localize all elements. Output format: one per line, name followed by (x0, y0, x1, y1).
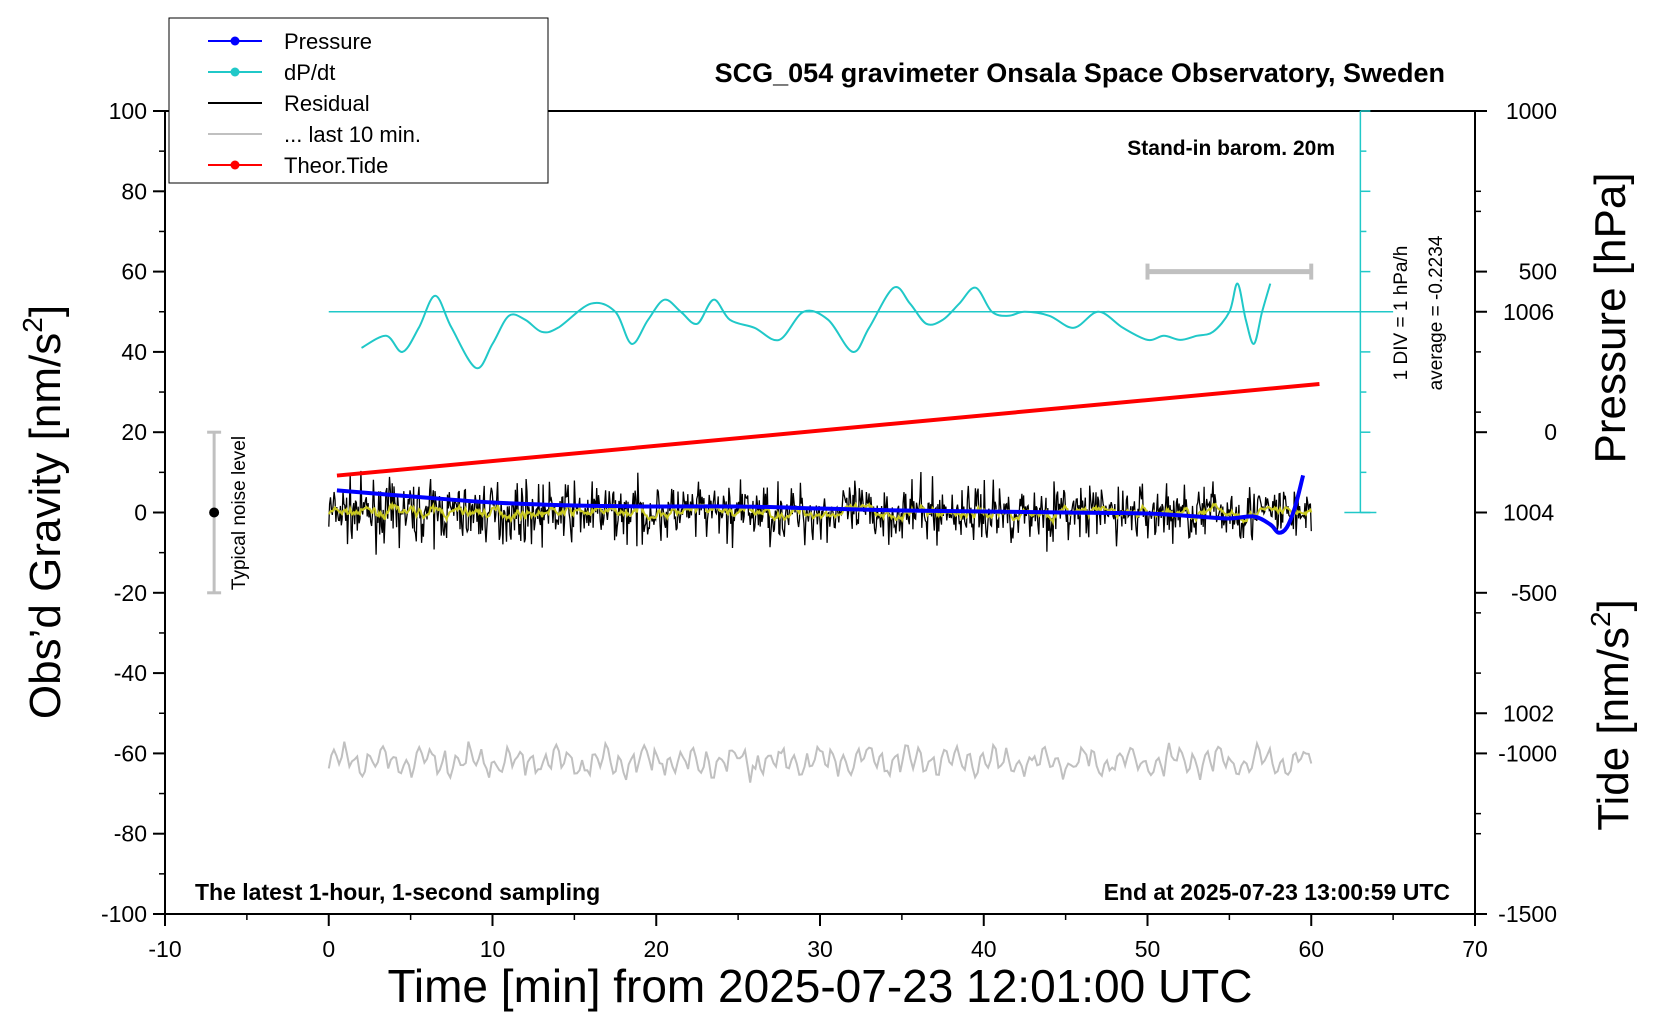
x-axis: -10 0 10 20 30 40 50 60 70 (148, 914, 1488, 962)
legend-label: dP/dt (284, 60, 335, 85)
x-tick-label: 60 (1298, 936, 1324, 962)
legend-label: ... last 10 min. (284, 122, 421, 147)
y-tick-label: -60 (114, 740, 147, 766)
barometer-note: Stand-in barom. 20m (1127, 137, 1335, 160)
end-time-note: End at 2025-07-23 13:00:59 UTC (1104, 879, 1450, 905)
legend: Pressure dP/dt Residual ... last 10 min. The… (168, 17, 549, 184)
tide-tick-label: -500 (1511, 580, 1557, 606)
y-tick-label: 20 (121, 419, 147, 445)
dpdt-series (361, 282, 1272, 370)
legend-swatch-marker (230, 36, 240, 46)
dpdt-line (361, 282, 1272, 370)
chart-title: SCG_054 gravimeter Onsala Space Observat… (715, 58, 1445, 88)
tide-tick-label: 500 (1519, 259, 1557, 285)
legend-box (168, 17, 549, 184)
y-axis-title-pressure: Pressure [hPa] (1586, 172, 1635, 463)
latest-note: The latest 1-hour, 1-second sampling (195, 879, 600, 905)
tide-tick-label: 1000 (1506, 98, 1557, 124)
dpdt-axis (328, 110, 1394, 514)
last-10-min-bar (1145, 263, 1314, 280)
x-tick-label: 50 (1135, 936, 1161, 962)
legend-label: Residual (284, 91, 370, 116)
legend-swatch-marker (230, 160, 240, 170)
tide-tick-label: 0 (1544, 419, 1557, 445)
pressure-tick-label: 1006 (1503, 299, 1554, 325)
x-axis-title: Time [min] from 2025-07-23 12:01:00 UTC (388, 960, 1253, 1012)
y-tick-label: -100 (101, 901, 147, 927)
last-10-min-series (327, 740, 1313, 783)
legend-swatch-marker (230, 67, 240, 77)
y-axis-title-tide: Tide [nm/s2] (1585, 599, 1638, 831)
y-axis-gravity: -100 -80 -60 -40 -20 0 20 40 60 80 100 (101, 98, 165, 927)
legend-label: Pressure (284, 29, 372, 54)
y-tick-label: -20 (114, 580, 147, 606)
y-tick-label: 60 (121, 259, 147, 285)
noise-note: Typical noise level (229, 436, 250, 590)
tide-tick-label: -1500 (1498, 901, 1557, 927)
x-tick-label: 70 (1462, 936, 1488, 962)
legend-label: Theor.Tide (284, 153, 388, 178)
div-scale-note: 1 DIV = 1 hPa/h (1391, 246, 1412, 381)
y-tick-label: 40 (121, 339, 147, 365)
x-tick-label: 0 (322, 936, 335, 962)
pressure-tick-label: 1004 (1503, 500, 1554, 526)
y-axis-title-gravity: Obs’d Gravity [nm/s2] (17, 305, 70, 719)
tide-line (336, 382, 1320, 478)
tide-tick-label: -1000 (1498, 740, 1557, 766)
pressure-series (336, 474, 1306, 535)
x-tick-label: 40 (971, 936, 997, 962)
pressure-line (336, 474, 1306, 535)
y-tick-label: -80 (114, 821, 147, 847)
tide-series (336, 382, 1320, 478)
residual-line (328, 470, 1312, 555)
average-note: average = -0.2234 (1426, 235, 1447, 390)
last-10-min-line (327, 740, 1313, 783)
y-tick-label: 80 (121, 178, 147, 204)
noise-bar (207, 430, 222, 595)
y-axis-tide: -1500 -1000 -500 0 500 1000 (1475, 98, 1557, 927)
x-tick-label: -10 (148, 936, 181, 962)
x-tick-label: 20 (643, 936, 669, 962)
y-tick-label: 100 (109, 98, 147, 124)
x-tick-label: 30 (807, 936, 833, 962)
y-tick-label: -40 (114, 660, 147, 686)
x-tick-label: 10 (480, 936, 506, 962)
y-tick-label: 0 (134, 500, 147, 526)
noise-bar-center-dot (209, 507, 220, 518)
pressure-tick-label: 1002 (1503, 700, 1554, 726)
residual-series (328, 470, 1312, 555)
y-axis-pressure: 1002 1004 1006 (1475, 210, 1554, 815)
